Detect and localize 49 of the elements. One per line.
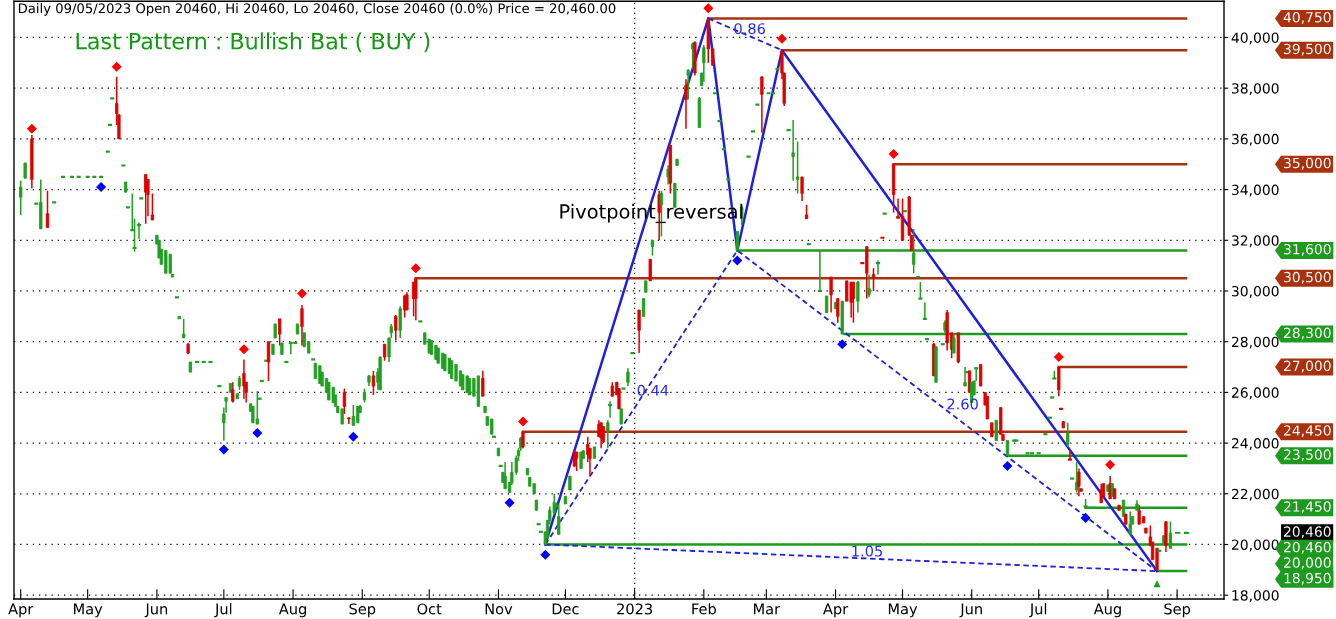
legend-label: 35,000 [1284, 157, 1331, 170]
x-tick-label: May [888, 603, 918, 618]
legend-label: 20,460 [1284, 541, 1331, 554]
legend-label: 23,500 [1284, 449, 1331, 462]
legend-label: 21,450 [1284, 501, 1331, 514]
legend-label: 24,450 [1284, 425, 1331, 438]
legend-label: 27,000 [1284, 360, 1331, 373]
x-tick-label: Dec [552, 603, 579, 615]
y-tick-label: 34,000 [1232, 184, 1279, 197]
text: 20,460 [1284, 526, 1331, 539]
y-tick-label: 26,000 [1231, 387, 1279, 400]
x-tick-label: 2023 [617, 603, 653, 615]
x-tick-label: Apr [823, 603, 849, 618]
legend-label: 31,600 [1284, 243, 1331, 256]
legend-label: 40,750 [1283, 12, 1331, 24]
y-tick-label: 22,000 [1231, 488, 1279, 501]
chart-title: Daily 09/05/2023 Open 20460, Hi 20460, Lo 20460, Close 20460 (0.0%) Price = 20,460.00 [18, 3, 616, 16]
x-tick-label: Mar [754, 603, 781, 615]
x-tick-label: Nov [485, 603, 513, 615]
x-tick-label: Aug [278, 603, 306, 618]
x-tick-label: May [74, 603, 103, 618]
x-tick-label: Aug [1093, 603, 1121, 618]
x-tick-label: Feb [692, 603, 716, 615]
annotation: 2.60 [947, 398, 978, 410]
x-tick-label: Jul [1029, 603, 1047, 618]
y-tick-label: 28,000 [1231, 336, 1279, 349]
legend-label: 30,500 [1284, 271, 1331, 284]
x-tick-label: Oct [417, 603, 442, 615]
annotation: 1.05 [852, 545, 883, 557]
x-tick-label: Sep [1164, 603, 1191, 618]
legend-label: 20,000 [1284, 557, 1331, 570]
annotation: 0.44 [637, 384, 669, 396]
y-tick-label: 30,000 [1232, 285, 1279, 298]
y-tick-label: 18,000 [1232, 590, 1279, 603]
x-tick-label: Apr [8, 603, 34, 618]
legend-label: 18,950 [1284, 572, 1331, 585]
x-tick-label: Jun [144, 603, 168, 618]
y-tick-label: 24,000 [1231, 438, 1279, 450]
x-tick-label: Sep [349, 603, 376, 618]
y-tick-label: 40,000 [1231, 32, 1279, 45]
x-tick-label: Jul [214, 603, 232, 618]
y-tick-label: 38,000 [1232, 83, 1279, 96]
annotation: Last Pattern : Bullish Bat ( BUY ) [76, 32, 430, 53]
y-tick-label: 36,000 [1232, 133, 1279, 146]
legend-label: 28,300 [1284, 327, 1331, 340]
legend-label: 39,500 [1284, 43, 1331, 56]
annotation: 0.86 [734, 23, 765, 35]
y-tick-label: 32,000 [1232, 235, 1279, 248]
x-tick-label: Jun [959, 603, 982, 618]
